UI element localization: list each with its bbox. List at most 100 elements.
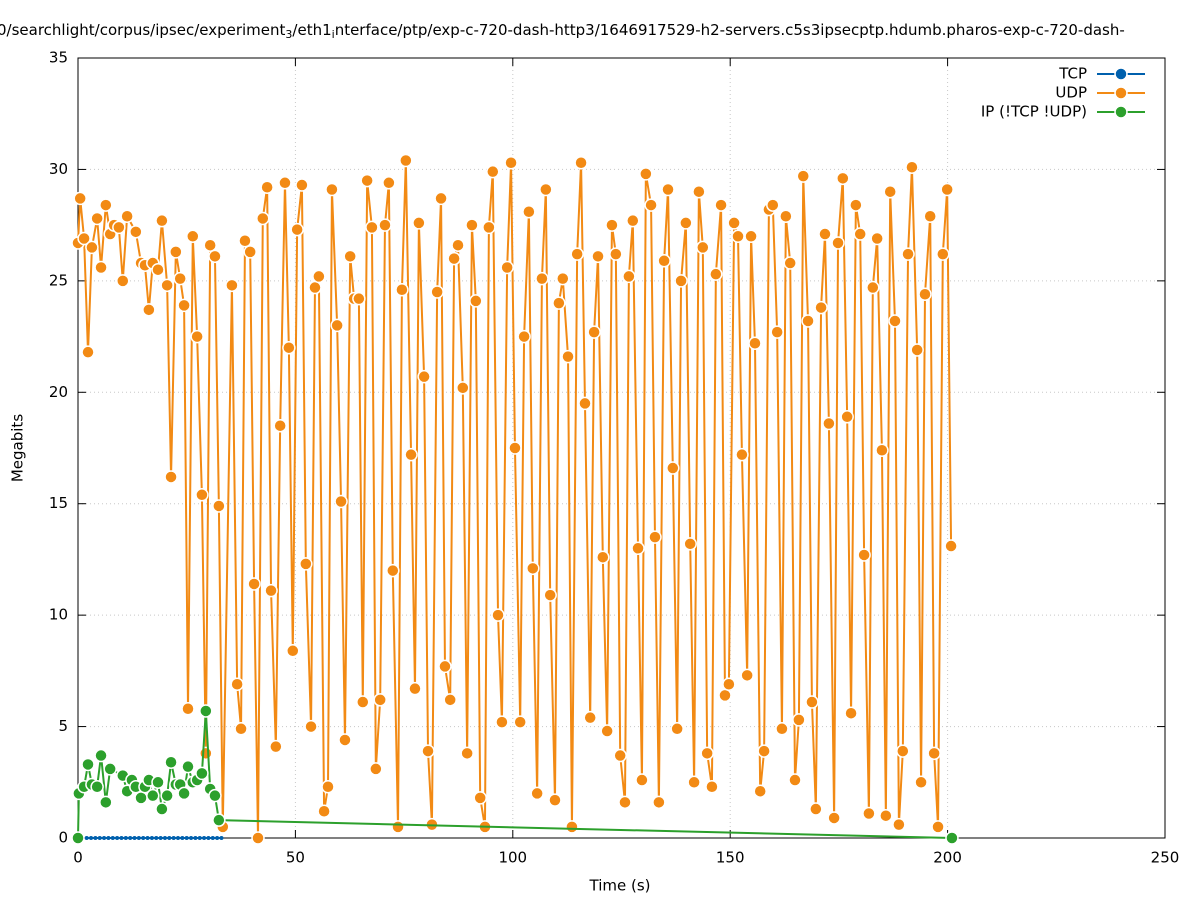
data-point <box>766 198 780 212</box>
data-point <box>110 836 115 840</box>
data-point <box>334 494 348 509</box>
data-point <box>85 240 99 255</box>
data-point <box>451 238 465 252</box>
data-point <box>792 713 806 727</box>
data-point <box>596 550 610 564</box>
data-point <box>343 249 357 264</box>
data-point <box>171 836 176 840</box>
data-point <box>399 153 413 168</box>
data-point <box>386 563 400 578</box>
x-tick-label: 100 <box>498 849 527 867</box>
data-point <box>212 813 226 827</box>
data-point <box>722 677 736 691</box>
title-part: 0/searchlight/corpus/ipsec/experiment <box>0 21 286 39</box>
data-point <box>543 588 557 602</box>
data-point <box>735 447 749 462</box>
data-point <box>295 178 309 192</box>
data-point <box>151 262 165 277</box>
data-point <box>103 762 117 776</box>
title-part: nterface/ptp/exp-c-720-dash-http3/164691… <box>335 21 1125 39</box>
data-point <box>256 211 270 226</box>
data-point <box>574 155 588 170</box>
data-point <box>727 216 741 230</box>
data-point <box>94 748 108 763</box>
legend-label: UDP <box>1055 84 1087 102</box>
data-point <box>312 269 326 284</box>
legend-marker <box>1114 86 1128 100</box>
data-point <box>151 775 165 790</box>
data-point <box>674 274 688 288</box>
data-point <box>469 294 483 308</box>
data-point <box>517 329 531 344</box>
data-point <box>238 233 252 248</box>
data-point <box>89 836 94 840</box>
data-point <box>718 688 732 703</box>
data-point <box>700 746 714 761</box>
data-point <box>945 831 959 845</box>
data-point <box>219 836 224 840</box>
y-tick-label: 35 <box>49 49 68 67</box>
data-point <box>779 209 793 223</box>
data-point <box>687 775 701 790</box>
y-tick-label: 30 <box>49 160 68 178</box>
data-point <box>696 240 710 255</box>
data-point <box>160 788 174 803</box>
data-point <box>508 441 522 455</box>
data-point <box>158 836 163 840</box>
data-point <box>775 722 789 736</box>
data-point <box>330 318 344 333</box>
data-point <box>160 278 174 293</box>
y-tick-label: 15 <box>49 494 68 512</box>
data-point <box>99 795 113 810</box>
data-point <box>822 416 836 431</box>
data-point <box>635 773 649 787</box>
title-subscript: 3 <box>285 28 292 41</box>
data-point <box>888 314 902 328</box>
data-point <box>373 693 387 707</box>
data-point <box>434 191 448 206</box>
data-point <box>670 722 684 736</box>
data-point <box>814 300 828 315</box>
data-point <box>744 229 758 244</box>
data-point <box>840 410 854 424</box>
data-point <box>391 820 405 834</box>
x-tick-label: 50 <box>286 849 305 867</box>
data-point <box>666 461 680 475</box>
data-point <box>325 182 339 197</box>
data-point <box>120 209 134 223</box>
data-point <box>264 583 278 598</box>
data-point <box>73 191 87 206</box>
data-point <box>99 198 113 212</box>
data-point <box>500 260 514 275</box>
data-point <box>757 744 771 758</box>
data-point <box>836 171 850 186</box>
data-point <box>648 530 662 544</box>
data-point <box>609 247 623 261</box>
y-tick-label: 25 <box>49 271 68 289</box>
data-point <box>421 744 435 758</box>
data-point <box>141 836 146 840</box>
data-point <box>369 762 383 776</box>
data-point <box>169 245 183 259</box>
data-point <box>875 443 889 457</box>
data-point <box>180 836 185 840</box>
data-point <box>128 836 133 840</box>
data-point <box>269 739 283 754</box>
x-axis-label: Time (s) <box>589 877 651 895</box>
data-point <box>106 836 111 840</box>
data-point <box>181 701 195 716</box>
data-point <box>753 784 767 798</box>
data-point <box>936 247 950 261</box>
data-point <box>522 205 536 219</box>
data-point <box>102 836 107 840</box>
data-point <box>395 283 409 297</box>
data-point <box>115 836 120 840</box>
data-point <box>818 227 832 241</box>
data-point <box>883 184 897 199</box>
data-point <box>186 229 200 244</box>
data-point <box>93 836 98 840</box>
data-point <box>360 173 374 188</box>
data-point <box>338 733 352 747</box>
